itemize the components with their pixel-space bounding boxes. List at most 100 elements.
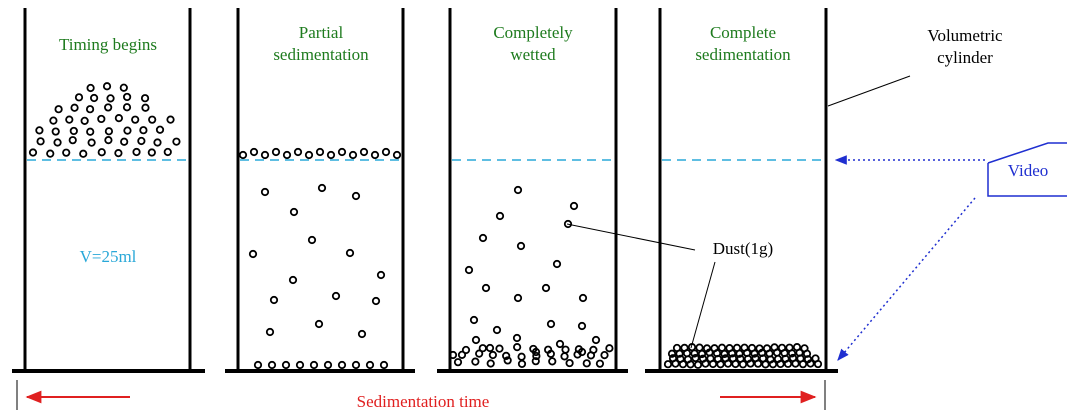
- particle: [36, 127, 42, 133]
- particle: [665, 361, 671, 367]
- video-label: Video: [1008, 161, 1049, 180]
- particle: [149, 116, 155, 122]
- particle: [549, 358, 555, 364]
- particle: [518, 243, 524, 249]
- particle: [284, 152, 290, 158]
- stage-label: wetted: [510, 45, 556, 64]
- particle: [514, 335, 520, 341]
- particle: [98, 116, 104, 122]
- particle: [71, 128, 77, 134]
- particle: [157, 127, 163, 133]
- stage-label: Timing begins: [59, 35, 157, 54]
- particle: [54, 139, 60, 145]
- particle: [463, 347, 469, 353]
- particle: [580, 295, 586, 301]
- particle: [347, 250, 353, 256]
- particle: [519, 361, 525, 367]
- particle: [91, 95, 97, 101]
- particles: [30, 83, 821, 368]
- particle: [480, 235, 486, 241]
- particle: [47, 150, 53, 156]
- particle: [37, 138, 43, 144]
- particle: [812, 355, 818, 361]
- particle: [749, 345, 755, 351]
- particle: [480, 345, 486, 351]
- particle: [262, 189, 268, 195]
- particle: [562, 346, 568, 352]
- particle: [154, 139, 160, 145]
- cylinder-label: Volumetric: [927, 26, 1003, 45]
- particle: [81, 118, 87, 124]
- particle: [309, 237, 315, 243]
- particle: [107, 95, 113, 101]
- particle: [367, 362, 373, 368]
- particle: [557, 341, 563, 347]
- particle: [319, 185, 325, 191]
- particle: [283, 362, 289, 368]
- particle: [561, 353, 567, 359]
- particle: [271, 297, 277, 303]
- particle: [251, 149, 257, 155]
- leader-line: [567, 224, 695, 250]
- particle: [593, 337, 599, 343]
- particle: [142, 105, 148, 111]
- particle: [240, 152, 246, 158]
- particle: [339, 362, 345, 368]
- particle: [695, 362, 701, 368]
- particle: [786, 344, 792, 350]
- particle: [115, 150, 121, 156]
- particle: [359, 331, 365, 337]
- particle: [167, 116, 173, 122]
- particle: [99, 149, 105, 155]
- video-arrow: [838, 198, 975, 360]
- particle: [80, 151, 86, 157]
- particle: [105, 137, 111, 143]
- particle: [63, 149, 69, 155]
- particle: [121, 85, 127, 91]
- particle: [372, 152, 378, 158]
- particle: [106, 128, 112, 134]
- particle: [30, 149, 36, 155]
- particle: [383, 149, 389, 155]
- particle: [267, 329, 273, 335]
- particle: [104, 83, 110, 89]
- particle: [325, 362, 331, 368]
- particle: [584, 360, 590, 366]
- particle: [316, 321, 322, 327]
- particle: [121, 139, 127, 145]
- particle: [66, 116, 72, 122]
- particle: [132, 116, 138, 122]
- particle: [55, 106, 61, 112]
- particle: [514, 344, 520, 350]
- particle: [554, 261, 560, 267]
- stage-label: sedimentation: [273, 45, 369, 64]
- particle: [472, 358, 478, 364]
- particle: [295, 149, 301, 155]
- time-label: Sedimentation time: [357, 392, 490, 411]
- particle: [262, 152, 268, 158]
- particle: [124, 127, 130, 133]
- particle: [734, 345, 740, 351]
- particle: [350, 152, 356, 158]
- particle: [518, 354, 524, 360]
- particle: [328, 152, 334, 158]
- particle: [142, 95, 148, 101]
- leader-line: [691, 262, 715, 348]
- particle: [566, 360, 572, 366]
- particle: [306, 152, 312, 158]
- particle: [291, 209, 297, 215]
- particle: [105, 104, 111, 110]
- particle: [487, 345, 493, 351]
- particle: [494, 327, 500, 333]
- particle: [149, 149, 155, 155]
- particle: [361, 149, 367, 155]
- particle: [255, 362, 261, 368]
- particle: [696, 344, 702, 350]
- particle: [70, 137, 76, 143]
- particle: [488, 360, 494, 366]
- particle: [297, 362, 303, 368]
- particle: [515, 187, 521, 193]
- particle: [87, 106, 93, 112]
- particle: [250, 251, 256, 257]
- leader-line: [828, 76, 910, 106]
